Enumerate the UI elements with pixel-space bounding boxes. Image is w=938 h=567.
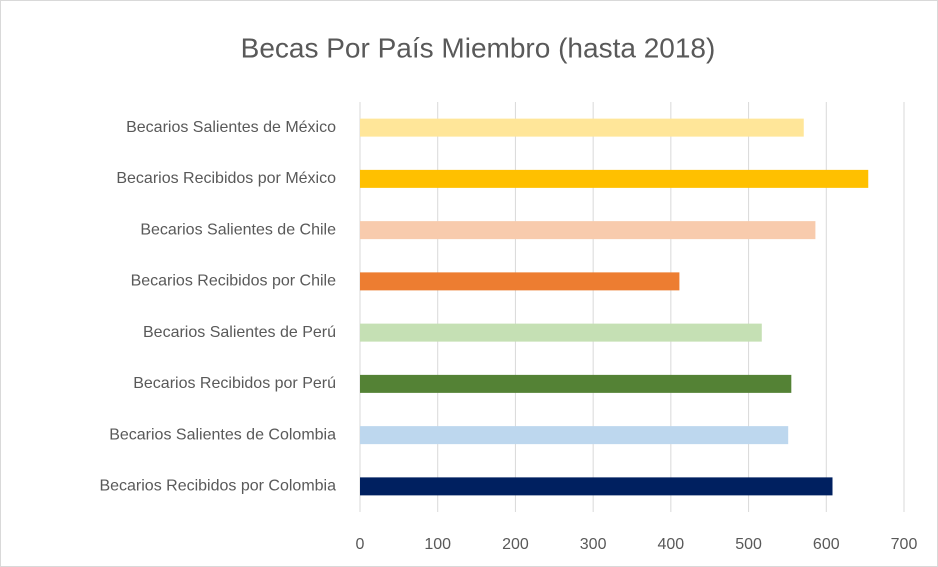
bar — [360, 272, 680, 291]
y-tick-label: Becarios Salientes de Colombia — [109, 426, 336, 443]
bar — [360, 221, 816, 240]
y-tick-label: Becarios Salientes de Chile — [140, 221, 336, 238]
x-tick-label: 700 — [891, 536, 918, 553]
chart-title: Becas Por País Miembro (hasta 2018) — [241, 32, 716, 63]
x-tick-label: 600 — [813, 536, 840, 553]
bar — [360, 118, 804, 137]
y-tick-label: Becarios Recibidos por Colombia — [99, 478, 336, 495]
x-tick-label: 0 — [356, 536, 365, 553]
x-tick-label: 200 — [502, 536, 529, 553]
bar — [360, 426, 789, 445]
y-tick-label: Becarios Salientes de Perú — [143, 324, 336, 341]
bar — [360, 477, 833, 496]
bar — [360, 374, 792, 393]
x-tick-label: 100 — [424, 536, 451, 553]
y-tick-label: Becarios Salientes de México — [126, 119, 336, 136]
y-tick-label: Becarios Recibidos por México — [116, 170, 336, 187]
x-tick-label: 300 — [580, 536, 607, 553]
x-tick-label: 500 — [735, 536, 762, 553]
bar — [360, 169, 869, 188]
x-tick-label: 400 — [658, 536, 685, 553]
y-tick-label: Becarios Recibidos por Perú — [133, 375, 336, 392]
bar — [360, 323, 762, 342]
y-tick-label: Becarios Recibidos por Chile — [131, 273, 337, 290]
